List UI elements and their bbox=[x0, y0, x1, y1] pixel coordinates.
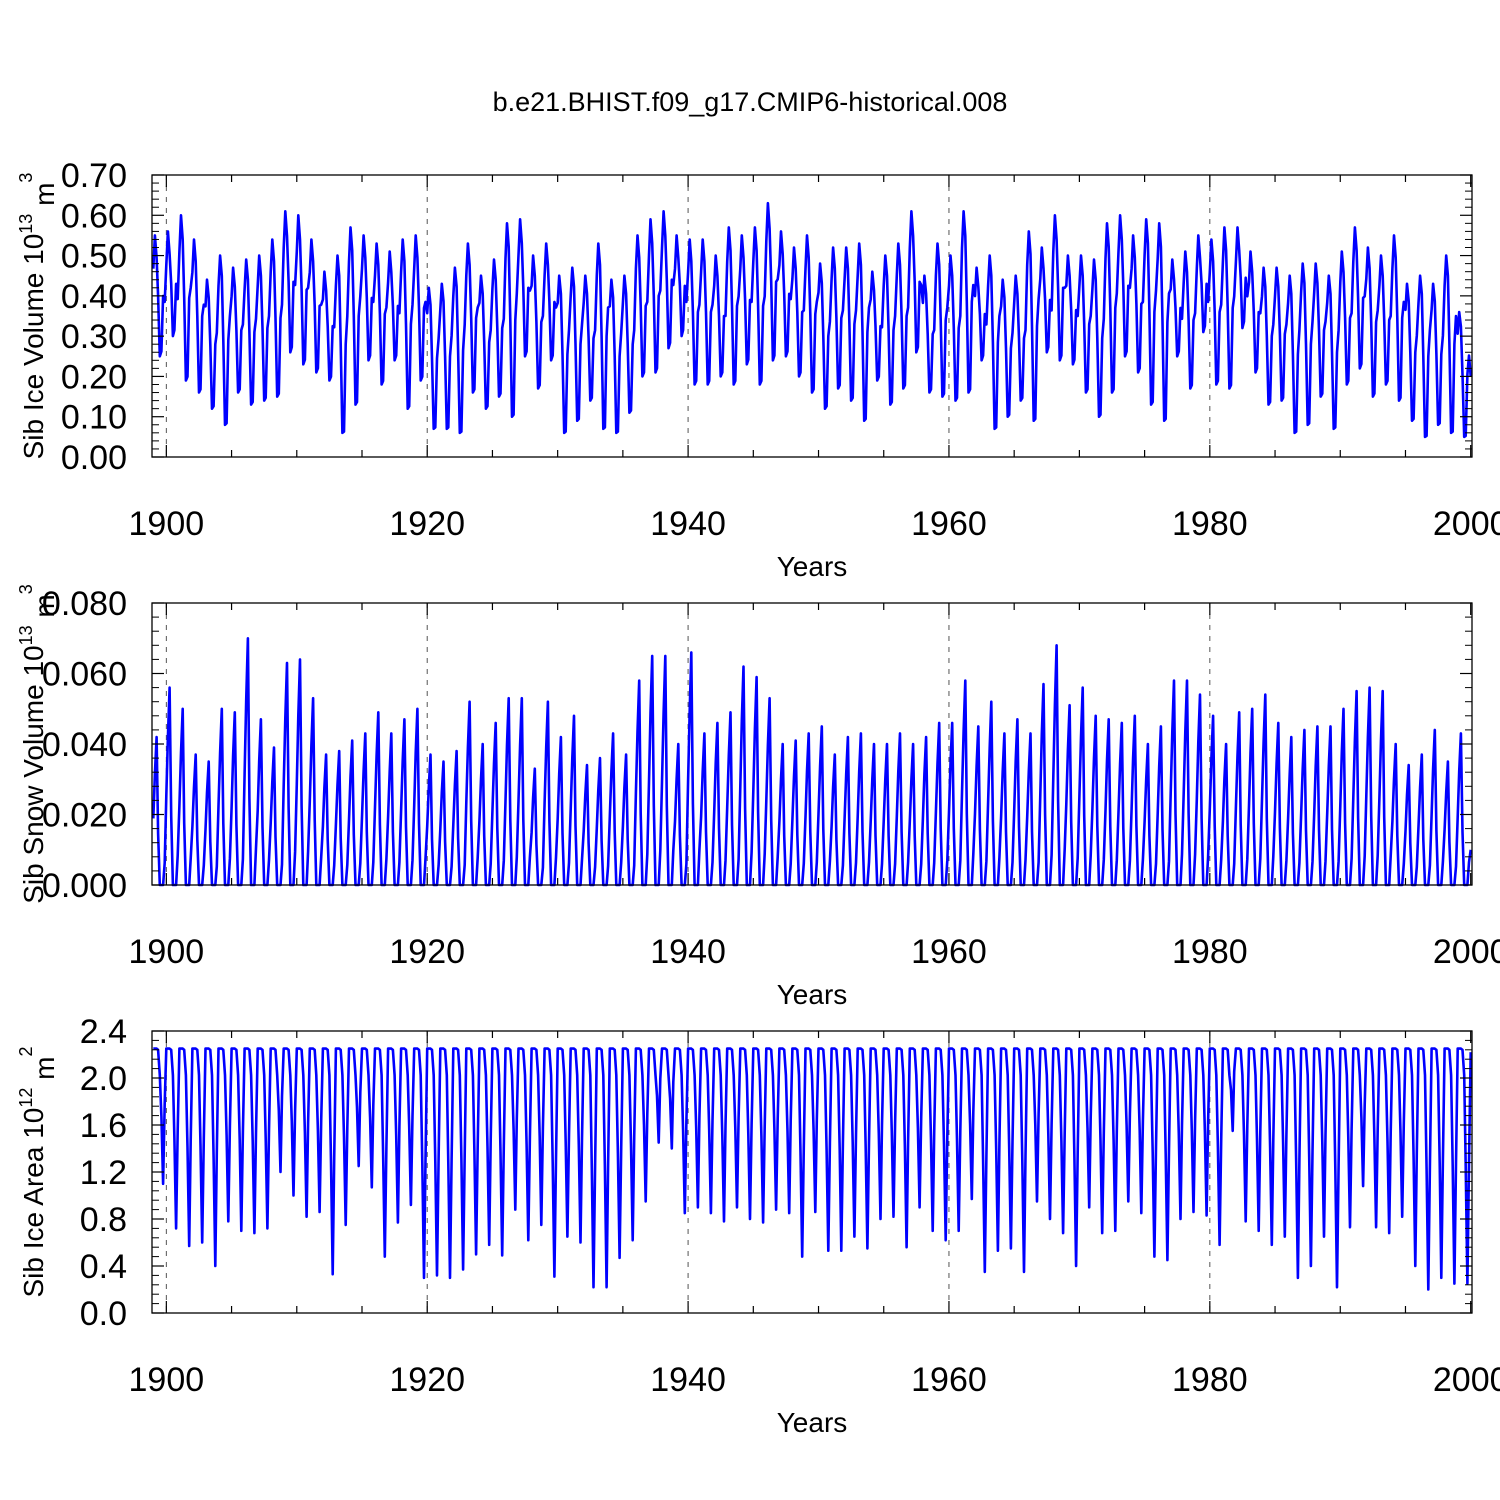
y-tick-label: 0.040 bbox=[42, 726, 127, 764]
y-tick-label: 1.6 bbox=[80, 1107, 127, 1145]
panel-ice-area: 1900 1920 1940 1960 1980 2000 0.0 0.4 0.8 1.2 1.6 2… bbox=[16, 1013, 1500, 1438]
x-tick-label: 1900 bbox=[129, 505, 205, 543]
y-axis-label-part: 12 bbox=[16, 1088, 36, 1108]
x-tick-label: 1920 bbox=[389, 933, 465, 971]
y-tick-label: 0.70 bbox=[61, 157, 127, 195]
y-axis-label-part: Sib Ice Volume 10 bbox=[18, 234, 49, 460]
y-axis-label-part: 2 bbox=[16, 1046, 36, 1056]
x-tick-label: 1920 bbox=[389, 1361, 465, 1399]
x-axis-label: Years bbox=[777, 551, 848, 582]
y-tick-label: 0.060 bbox=[42, 656, 127, 694]
y-axis-label-part: 13 bbox=[16, 625, 36, 645]
y-tick-label: 0.4 bbox=[80, 1248, 127, 1286]
x-tick-label: 2000 bbox=[1433, 1361, 1500, 1399]
y-axis-label-part: Sib Ice Area 10 bbox=[18, 1108, 49, 1298]
x-tick-label: 1960 bbox=[911, 505, 987, 543]
x-tick-label: 1980 bbox=[1172, 933, 1248, 971]
series-line bbox=[152, 636, 1472, 887]
y-tick-label: 0.020 bbox=[42, 797, 127, 835]
y-axis-label: Sib Ice Volume 1013 m3 bbox=[16, 173, 60, 460]
panel-snow-volume: 1900 1920 1940 1960 1980 2000 0.000 0.020 0.040 0… bbox=[16, 584, 1500, 1010]
y-axis-label-part: Sib Snow Volume 10 bbox=[18, 645, 49, 903]
y-axis-label-part: m bbox=[29, 183, 60, 214]
x-tick-label: 1960 bbox=[911, 1361, 987, 1399]
y-axis-label: Sib Snow Volume 1013 m3 bbox=[16, 584, 60, 904]
y-tick-label: 0.0 bbox=[80, 1295, 127, 1333]
panel-ice-volume: 1900 1920 1940 1960 1980 2000 0.000.100.200.30… bbox=[16, 157, 1500, 582]
figure-title: b.e21.BHIST.f09_g17.CMIP6-historical.008 bbox=[493, 87, 1008, 117]
x-axis-label: Years bbox=[777, 1407, 848, 1438]
y-tick-label: 0.10 bbox=[61, 399, 127, 437]
series-line bbox=[153, 1047, 1472, 1291]
y-tick-label: 0.000 bbox=[42, 867, 127, 905]
x-axis-label: Years bbox=[777, 979, 848, 1010]
y-tick-label: 0.60 bbox=[61, 197, 127, 235]
y-tick-label: 0.8 bbox=[80, 1201, 127, 1239]
y-tick-label: 0.30 bbox=[61, 318, 127, 356]
x-tick-label: 2000 bbox=[1433, 933, 1500, 971]
y-axis-label: Sib Ice Area 1012 m2 bbox=[16, 1046, 60, 1297]
y-axis-label-part: 13 bbox=[16, 214, 36, 234]
x-tick-label: 1920 bbox=[389, 505, 465, 543]
y-tick-label: 2.0 bbox=[80, 1060, 127, 1098]
series-line bbox=[152, 201, 1472, 439]
y-tick-label: 0.20 bbox=[61, 358, 127, 396]
y-tick-label: 0.080 bbox=[42, 585, 127, 623]
x-tick-label: 1940 bbox=[650, 933, 726, 971]
y-tick-label: 2.4 bbox=[80, 1013, 127, 1051]
x-tick-label: 1940 bbox=[650, 505, 726, 543]
x-tick-label: 1900 bbox=[129, 1361, 205, 1399]
x-tick-label: 2000 bbox=[1433, 505, 1500, 543]
y-tick-label: 1.2 bbox=[80, 1154, 127, 1192]
y-tick-label: 0.00 bbox=[61, 439, 127, 477]
y-axis-label-part: 3 bbox=[16, 173, 36, 183]
y-tick-label: 0.50 bbox=[61, 238, 127, 276]
x-tick-label: 1900 bbox=[129, 933, 205, 971]
x-tick-label: 1980 bbox=[1172, 1361, 1248, 1399]
plot-frame bbox=[151, 174, 1473, 458]
y-tick-label: 0.40 bbox=[61, 278, 127, 316]
y-axis-label-part: m bbox=[29, 1056, 60, 1087]
y-axis-label-part: 3 bbox=[16, 584, 36, 594]
x-tick-label: 1980 bbox=[1172, 505, 1248, 543]
y-axis-label-part: m bbox=[29, 594, 60, 625]
x-tick-label: 1940 bbox=[650, 1361, 726, 1399]
x-tick-label: 1960 bbox=[911, 933, 987, 971]
